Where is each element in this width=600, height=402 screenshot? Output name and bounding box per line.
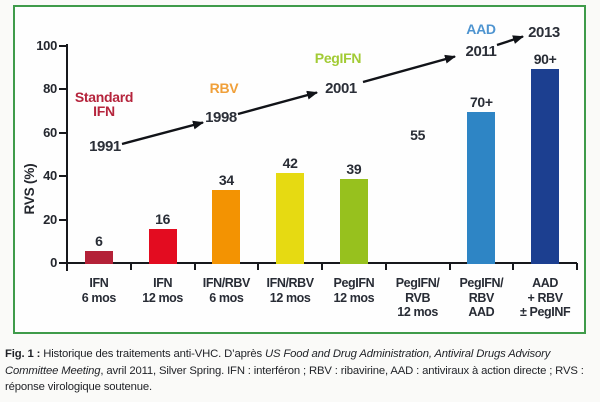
figure-caption: Fig. 1 : Historique des traitements anti… — [5, 346, 597, 396]
bar-value-label: 16 — [155, 211, 171, 228]
bar — [276, 172, 305, 264]
y-axis-line — [66, 44, 68, 271]
category-label: PegIFN/ RBV AAD — [459, 276, 504, 319]
bar-value-label: 39 — [346, 161, 362, 178]
category-label: IFN 6 mos — [81, 276, 117, 305]
y-tick-label: 60 — [43, 124, 57, 140]
x-axis-tick — [576, 263, 578, 270]
y-tick — [59, 88, 66, 91]
bar-value-label: 34 — [218, 172, 234, 189]
y-tick-label: 100 — [36, 38, 57, 53]
category-label: IFN/RBV 6 mos — [202, 276, 251, 305]
bar-value-label: 90+ — [533, 50, 557, 67]
era-label: PegIFN — [314, 50, 362, 66]
caption-text-1: Historique des traitements anti-VHC. D’a… — [40, 348, 265, 360]
x-axis-tick — [321, 263, 323, 270]
y-tick — [59, 131, 66, 134]
x-axis-tick — [129, 263, 132, 270]
y-tick — [59, 262, 66, 264]
category-label: PegIFN/ RVB 12 mos — [395, 276, 440, 319]
y-tick — [59, 175, 66, 178]
bar — [339, 179, 368, 264]
y-tick-label: 80 — [43, 81, 57, 97]
bar-value-label: 70+ — [469, 94, 493, 111]
bar-value-label: 6 — [95, 232, 103, 249]
y-tick-label: 0 — [50, 255, 57, 270]
era-label: RBV — [209, 80, 239, 96]
caption-text-2: , avril 2011, Silver Spring. IFN : inter… — [5, 364, 584, 394]
era-year: 1998 — [205, 109, 237, 126]
y-tick-label: 40 — [43, 168, 57, 184]
y-tick — [59, 45, 66, 47]
era-year: 1991 — [89, 138, 121, 155]
bar — [467, 112, 496, 264]
bar — [531, 68, 560, 264]
category-label: PegIFN 12 mos — [333, 276, 375, 305]
category-label: IFN 12 mos — [142, 276, 183, 305]
bar — [148, 229, 177, 264]
era-year: 2013 — [528, 24, 560, 41]
caption-source-italic: US Food and Drug Administration, Antivir… — [5, 348, 551, 377]
bar — [84, 250, 113, 264]
x-axis-tick — [257, 263, 260, 270]
era-label: Standard IFN — [74, 89, 134, 119]
x-axis-tick — [512, 263, 515, 270]
caption-fig-label: Fig. 1 : — [5, 348, 41, 360]
x-axis-tick — [193, 263, 196, 270]
y-tick-label: 20 — [43, 211, 57, 227]
era-year: 2011 — [465, 43, 497, 60]
bar — [212, 190, 241, 264]
bar-value-label: 55 — [410, 126, 426, 143]
bar-value-label: 42 — [282, 154, 298, 171]
x-axis-tick — [384, 263, 387, 270]
category-label: IFN/RBV 12 mos — [266, 276, 315, 305]
x-axis-tick — [448, 263, 451, 270]
era-label: AAD — [466, 21, 496, 37]
era-year: 2001 — [325, 80, 357, 97]
category-label: AAD + RBV ± PegINF — [520, 276, 571, 319]
y-tick — [59, 218, 66, 221]
